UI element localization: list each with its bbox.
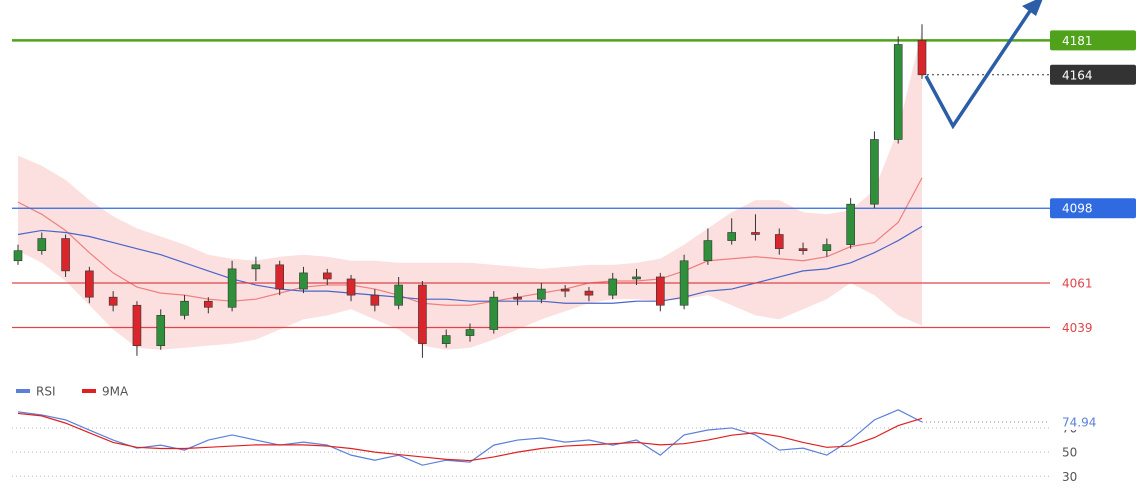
candle-body [251, 264, 261, 270]
candle-body [560, 288, 570, 292]
candle-body [180, 300, 189, 316]
candle-body [774, 234, 784, 249]
candle-body [632, 276, 641, 280]
candle-body [513, 296, 522, 300]
y-tick-label: 50 [1062, 446, 1077, 460]
candle-body [85, 270, 94, 298]
moving-average [17, 177, 923, 306]
candle-body [751, 232, 760, 235]
candle-body [798, 248, 808, 251]
candle-body [61, 238, 70, 272]
candle-body [227, 268, 237, 308]
candle-body [822, 244, 832, 251]
candle-body [204, 300, 213, 308]
legend-label: RSI [36, 385, 56, 399]
candle-body [846, 203, 855, 245]
lines-layer [12, 39, 1050, 329]
candle-body [275, 264, 284, 290]
y-tick-label: 30 [1062, 470, 1077, 484]
level-label: 4098 [1062, 202, 1093, 216]
candle-body [299, 272, 308, 290]
projection-arrow [924, 7, 1034, 130]
candle-body [394, 284, 403, 306]
legend-swatch [82, 389, 96, 393]
rsi-line [17, 409, 923, 466]
candle-body [322, 272, 332, 280]
bands-layer [18, 30, 922, 350]
level-label-box [1050, 64, 1136, 85]
level-label-box [1050, 198, 1136, 219]
candle-body [489, 296, 499, 330]
candle-body [703, 240, 713, 262]
level-label: 4164 [1062, 68, 1093, 82]
rsi-line [17, 412, 923, 462]
candle-body [727, 232, 736, 241]
candle-body [441, 335, 451, 344]
candle-body [370, 294, 380, 306]
level-label: 4181 [1062, 34, 1093, 48]
candle-body [465, 329, 475, 336]
candle-body [132, 304, 142, 346]
value-label: 74.94 [1062, 415, 1096, 429]
candle-body [156, 315, 166, 346]
candle-body [893, 44, 903, 140]
candle-body [346, 278, 356, 296]
candle-body [418, 284, 427, 344]
level-label: 4061 [1062, 277, 1093, 291]
level-label-box [1050, 30, 1136, 51]
candle-body [584, 290, 594, 296]
candle-body [108, 296, 118, 306]
bollinger-band [18, 30, 922, 350]
rsi-layer: 305070RSI9MA74.94 [12, 385, 1106, 484]
candles-layer [13, 24, 927, 358]
candle-body [537, 288, 546, 300]
value-label-bg [1056, 413, 1106, 430]
legend-swatch [16, 389, 30, 393]
level-label: 4039 [1062, 321, 1093, 335]
candle-body [917, 40, 927, 76]
candle-body [608, 278, 618, 296]
candle-body [37, 238, 47, 251]
labels-layer: 4181 4164 4098 4061 4039 [1050, 30, 1136, 335]
moving-average [17, 225, 923, 304]
candle-body [656, 276, 665, 306]
candle-body [870, 139, 879, 205]
candle-body [13, 250, 23, 262]
candle-body [679, 260, 689, 306]
legend-label: 9MA [102, 385, 129, 399]
arrow-head [1022, 0, 1043, 16]
